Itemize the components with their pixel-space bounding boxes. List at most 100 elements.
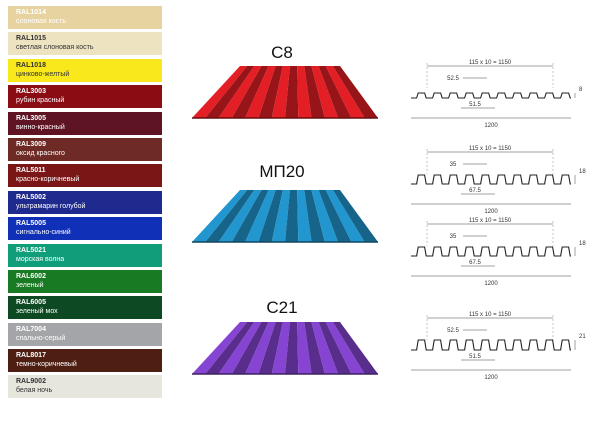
sheet-rib-dark — [332, 322, 378, 374]
color-name: слоновая кость — [16, 18, 66, 25]
sheet-rib-light — [325, 322, 365, 374]
color-name: ультрамарин голубой — [16, 202, 86, 210]
profile-drawing-c8: 115 x 10 = 1150 52.5 51.5 8 1200 — [411, 60, 583, 129]
color-code: RAL6002 — [16, 272, 46, 280]
sheet-rib-dark — [285, 66, 299, 118]
color-name: винно-красный — [16, 123, 65, 131]
sheet-rib-dark — [304, 322, 325, 374]
color-name: зеленый мох — [16, 308, 58, 316]
color-swatch: RAL8017 темно-коричневый — [8, 349, 162, 373]
sheet-rib-light — [297, 190, 312, 242]
color-code: RAL5021 — [16, 246, 46, 254]
sheet-rib-light — [325, 190, 365, 242]
color-swatch: RAL1018 цинково-желтый — [8, 58, 162, 82]
color-swatch: RAL5002 ультрамарин голубой — [8, 190, 162, 214]
color-code: RAL6005 — [16, 299, 46, 307]
color-code: RAL8017 — [16, 352, 46, 360]
dim-height-label: 18 — [579, 169, 586, 175]
dim-width-label: 1200 — [484, 281, 498, 287]
color-code: RAL1015 — [16, 35, 46, 43]
dim-total-label: 115 x 10 = 1150 — [469, 218, 512, 224]
sheet-rib-light — [271, 190, 290, 242]
profile-outline — [411, 246, 571, 257]
sheet-rib-dark — [304, 66, 325, 118]
dim-height-label: 18 — [579, 241, 586, 247]
dim-height-label: 21 — [579, 334, 586, 340]
dim-rib-label: 52.5 — [447, 328, 459, 334]
sheet-rib-light — [218, 322, 262, 374]
sheet-c21-image — [192, 322, 378, 375]
color-code: RAL3005 — [16, 114, 46, 122]
color-swatch: RAL5011 красно-коричневый — [8, 164, 162, 188]
color-swatch: RAL5021 морская волна — [8, 243, 162, 267]
color-code: RAL1018 — [16, 61, 46, 69]
sheet-rib-dark — [332, 66, 378, 118]
color-name: зеленый — [16, 281, 44, 289]
sheet-rib-light — [325, 66, 365, 118]
sheet-rib-dark — [318, 190, 352, 242]
sheet-rib-dark — [231, 322, 269, 374]
sheet-rib-light — [218, 66, 262, 118]
sheet-rib-dark — [258, 190, 283, 242]
color-swatch: RAL1015 светлая слоновая кость — [8, 32, 162, 56]
sheet-rib-light — [271, 322, 290, 374]
sheet-rib-dark — [205, 66, 255, 118]
sheet-rib-light — [311, 322, 339, 374]
dim-total-label: 115 x 10 = 1150 — [469, 60, 512, 66]
dim-width-label: 1200 — [484, 375, 498, 381]
color-swatch: RAL3009 оксид красного — [8, 137, 162, 161]
color-code: RAL5005 — [16, 220, 46, 228]
color-code: RAL1014 — [16, 9, 46, 16]
color-name: темно-коричневый — [16, 361, 77, 369]
color-swatch: RAL3005 винно-красный — [8, 111, 162, 135]
sheet-rib-dark — [231, 66, 269, 118]
sheet-rib-dark — [332, 190, 378, 242]
profile-drawing-mp20: 115 x 10 = 1150 35 67.5 18 1200 — [411, 146, 586, 215]
profile-drawing-mp20-alt: 115 x 10 = 1150 35 67.5 18 1200 — [411, 218, 586, 287]
profile-outline — [411, 174, 571, 185]
sheet-rib-dark — [318, 322, 352, 374]
sheet-mp20-image — [192, 190, 378, 243]
sheet-rib-dark — [205, 190, 255, 242]
dim-total-label: 115 x 10 = 1150 — [469, 146, 512, 152]
sheet-rib-light — [311, 66, 339, 118]
sheet-c8-image — [192, 66, 378, 119]
color-swatch: RAL6002 зеленый — [8, 269, 162, 293]
color-code: RAL3009 — [16, 140, 46, 148]
color-name: светлая слоновая кость — [16, 44, 94, 52]
dim-height-label: 8 — [579, 87, 583, 93]
dim-valley-label: 67.5 — [469, 260, 481, 266]
dim-rib-label: 35 — [450, 234, 457, 240]
sheet-rib-light — [271, 66, 290, 118]
profile-title-c21: С21 — [266, 298, 298, 317]
color-name: красно-коричневый — [16, 176, 80, 184]
dim-valley-label: 67.5 — [469, 188, 481, 194]
sheet-rib-dark — [285, 190, 299, 242]
profile-title-c8: С8 — [271, 43, 293, 62]
profile-title-mp20: МП20 — [259, 162, 305, 181]
sheet-rib-dark — [258, 66, 283, 118]
sheet-rib-light — [245, 66, 276, 118]
sheet-rib-dark — [205, 322, 255, 374]
sheet-rib-light — [192, 190, 248, 242]
color-swatch: RAL5005 сигнально-синий — [8, 217, 162, 241]
sheet-rib-dark — [258, 322, 283, 374]
color-code: RAL5002 — [16, 193, 46, 201]
color-name: сигнально-синий — [16, 229, 71, 237]
sheet-rib-dark — [231, 190, 269, 242]
color-name: цинково-желтый — [16, 70, 70, 78]
sheet-rib-light — [192, 66, 248, 118]
sheet-rib-dark — [304, 190, 325, 242]
dim-rib-label: 52.5 — [447, 76, 459, 82]
color-code: RAL5011 — [16, 167, 46, 175]
color-swatch: RAL9002 белая ночь — [8, 375, 162, 399]
sheet-rib-light — [297, 322, 312, 374]
color-code: RAL3003 — [16, 88, 46, 96]
color-name: рубин красный — [16, 97, 65, 105]
color-code: RAL7004 — [16, 325, 46, 333]
sheet-rib-light — [245, 190, 276, 242]
dim-valley-label: 51.5 — [469, 354, 481, 360]
color-name: спально-серый — [16, 334, 66, 342]
sheet-rib-light — [218, 190, 262, 242]
dim-width-label: 1200 — [484, 123, 498, 129]
